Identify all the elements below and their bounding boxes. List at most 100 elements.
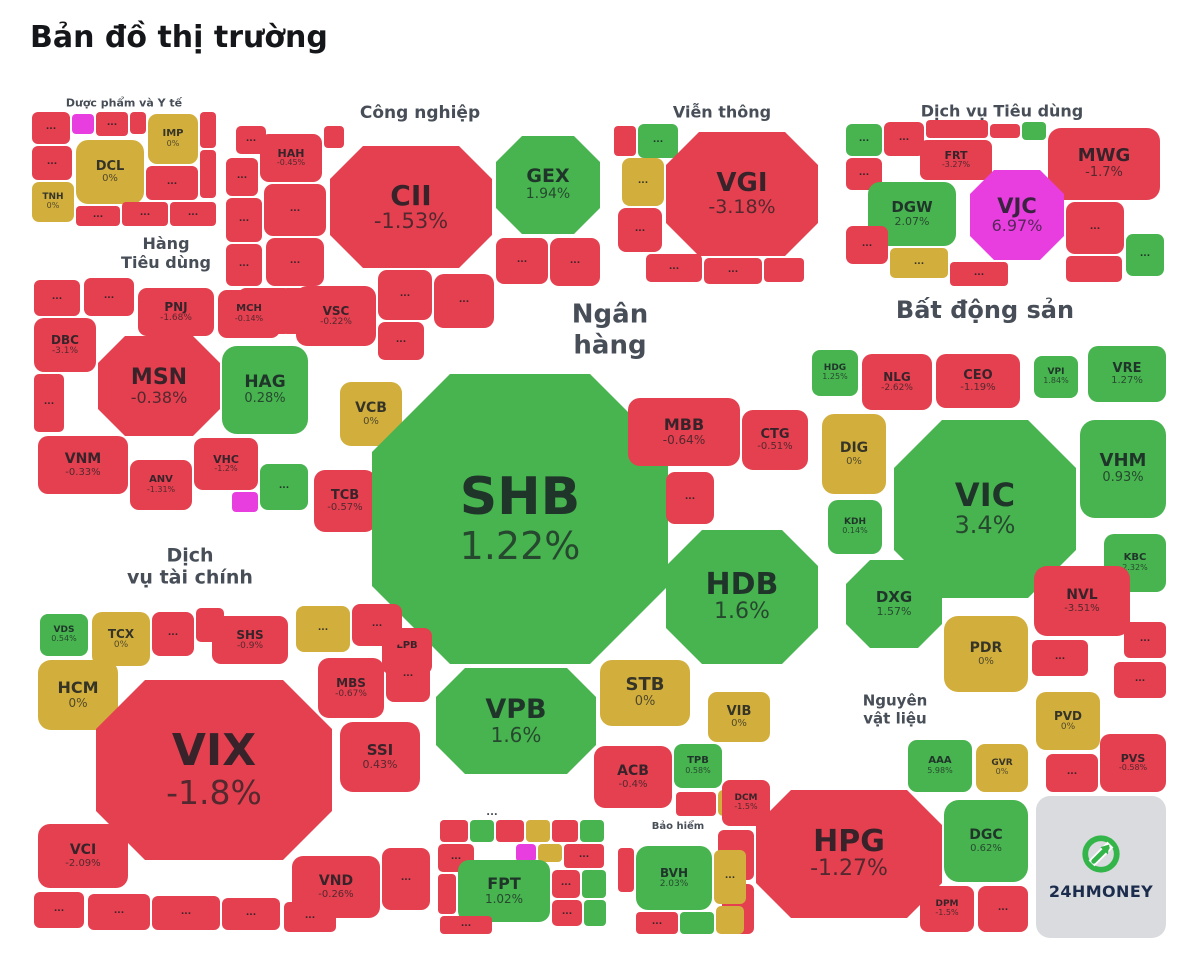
cell-BVH[interactable]: BVH 2.03% (636, 846, 712, 910)
cell-SHB[interactable]: SHB 1.22% (372, 374, 668, 664)
cell-minor[interactable]: ... (1124, 622, 1166, 658)
cell-minor[interactable]: ... (704, 258, 762, 284)
cell-minor[interactable]: ... (226, 158, 258, 196)
cell-minor[interactable]: ... (1046, 754, 1098, 792)
cell-minor[interactable]: ... (618, 208, 662, 252)
cell-DCL[interactable]: DCL 0% (76, 140, 144, 204)
cell-ACB[interactable]: ACB -0.4% (594, 746, 672, 808)
cell-minor[interactable] (232, 492, 258, 512)
cell-minor[interactable]: ... (32, 112, 70, 144)
cell-minor[interactable]: ... (550, 238, 600, 286)
cell-minor[interactable] (764, 258, 804, 282)
cell-HPG[interactable]: HPG -1.27% (756, 790, 942, 918)
cell-MBB[interactable]: MBB -0.64% (628, 398, 740, 466)
cell-minor[interactable] (614, 126, 636, 156)
cell-minor[interactable]: ... (1126, 234, 1164, 276)
cell-FPT[interactable]: FPT 1.02% (458, 860, 550, 922)
cell-MWG[interactable]: MWG -1.7% (1048, 128, 1160, 200)
cell-CEO[interactable]: CEO -1.19% (936, 354, 1020, 408)
cell-minor[interactable] (440, 820, 468, 842)
cell-minor[interactable] (990, 124, 1020, 138)
cell-minor[interactable]: ... (378, 270, 432, 320)
cell-minor[interactable] (580, 820, 604, 842)
cell-minor[interactable]: ... (434, 274, 494, 328)
cell-minor[interactable] (72, 114, 94, 134)
cell-PNJ[interactable]: PNJ -1.68% (138, 288, 214, 336)
cell-minor[interactable]: ... (34, 374, 64, 432)
cell-VPI[interactable]: VPI 1.84% (1034, 356, 1078, 398)
cell-VIB[interactable]: VIB 0% (708, 692, 770, 742)
cell-VIX[interactable]: VIX -1.8% (96, 680, 332, 860)
cell-GVR[interactable]: GVR 0% (976, 744, 1028, 792)
cell-minor[interactable]: ... (152, 612, 194, 656)
cell-DGC[interactable]: DGC 0.62% (944, 800, 1028, 882)
cell-minor[interactable]: ... (352, 604, 402, 646)
cell-DPM[interactable]: DPM -1.5% (920, 886, 974, 932)
cell-HDB[interactable]: HDB 1.6% (666, 530, 818, 664)
cell-HAH[interactable]: HAH -0.45% (260, 134, 322, 182)
cell-minor[interactable]: ... (552, 870, 580, 898)
cell-IMP[interactable]: IMP 0% (148, 114, 198, 164)
cell-DXG[interactable]: DXG 1.57% (846, 560, 942, 648)
cell-minor[interactable]: ... (714, 850, 746, 904)
cell-minor[interactable]: ... (226, 198, 262, 242)
cell-SHS[interactable]: SHS -0.9% (212, 616, 288, 664)
cell-minor[interactable]: ... (646, 254, 702, 282)
cell-minor[interactable] (1022, 122, 1046, 140)
cell-PVD[interactable]: PVD 0% (1036, 692, 1100, 750)
cell-minor[interactable] (716, 906, 744, 934)
cell-minor[interactable] (926, 120, 988, 138)
cell-HAG[interactable]: HAG 0.28% (222, 346, 308, 434)
cell-minor[interactable]: ... (76, 206, 120, 226)
cell-FRT[interactable]: FRT -3.27% (920, 140, 992, 180)
cell-VHC[interactable]: VHC -1.2% (194, 438, 258, 490)
cell-VGI[interactable]: VGI -3.18% (666, 132, 818, 256)
cell-minor[interactable]: ... (978, 886, 1028, 932)
cell-minor[interactable]: ... (296, 606, 350, 652)
cell-minor[interactable] (516, 844, 536, 862)
cell-minor[interactable] (676, 792, 716, 816)
cell-TPB[interactable]: TPB 0.58% (674, 744, 722, 788)
cell-VNM[interactable]: VNM -0.33% (38, 436, 128, 494)
cell-DBC[interactable]: DBC -3.1% (34, 318, 96, 372)
cell-minor[interactable]: ... (88, 894, 150, 930)
cell-minor[interactable]: ... (122, 202, 168, 226)
cell-minor[interactable]: ... (890, 248, 948, 278)
cell-minor[interactable]: ... (32, 146, 72, 180)
cell-minor[interactable]: ... (636, 912, 678, 934)
cell-minor[interactable]: ... (1114, 662, 1166, 698)
cell-minor[interactable]: ... (638, 124, 678, 158)
cell-minor[interactable]: ... (1066, 202, 1124, 254)
cell-minor[interactable] (438, 874, 456, 914)
cell-NLG[interactable]: NLG -2.62% (862, 354, 932, 410)
cell-minor[interactable]: ... (564, 844, 604, 868)
cell-DGW[interactable]: DGW 2.07% (868, 182, 956, 246)
cell-minor[interactable] (470, 820, 494, 842)
cell-minor[interactable]: ... (496, 238, 548, 284)
cell-VSC[interactable]: VSC -0.22% (296, 286, 376, 346)
cell-minor[interactable]: ... (226, 244, 262, 286)
cell-VDS[interactable]: VDS 0.54% (40, 614, 88, 656)
cell-minor[interactable]: ... (34, 892, 84, 928)
cell-minor[interactable]: ... (266, 238, 324, 286)
cell-minor[interactable] (200, 112, 216, 148)
cell-minor[interactable]: ... (222, 898, 280, 930)
cell-minor[interactable]: ... (382, 848, 430, 910)
cell-VRE[interactable]: VRE 1.27% (1088, 346, 1166, 402)
cell-minor[interactable] (552, 820, 578, 842)
cell-minor[interactable] (1066, 256, 1122, 282)
cell-minor[interactable] (618, 848, 634, 892)
cell-minor[interactable]: ... (884, 122, 924, 156)
cell-minor[interactable] (680, 912, 714, 934)
cell-VND[interactable]: VND -0.26% (292, 856, 380, 918)
cell-HCM[interactable]: HCM 0% (38, 660, 118, 730)
cell-minor[interactable]: ... (34, 280, 80, 316)
cell-PDR[interactable]: PDR 0% (944, 616, 1028, 692)
cell-VJC[interactable]: VJC 6.97% (970, 170, 1064, 260)
cell-AAA[interactable]: AAA 5.98% (908, 740, 972, 792)
cell-NVL[interactable]: NVL -3.51% (1034, 566, 1130, 636)
cell-minor[interactable] (200, 150, 216, 198)
cell-CII[interactable]: CII -1.53% (330, 146, 492, 268)
cell-minor[interactable]: ... (152, 896, 220, 930)
cell-VPB[interactable]: VPB 1.6% (436, 668, 596, 774)
